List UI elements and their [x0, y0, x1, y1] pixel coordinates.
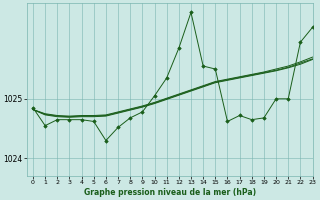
- X-axis label: Graphe pression niveau de la mer (hPa): Graphe pression niveau de la mer (hPa): [84, 188, 256, 197]
